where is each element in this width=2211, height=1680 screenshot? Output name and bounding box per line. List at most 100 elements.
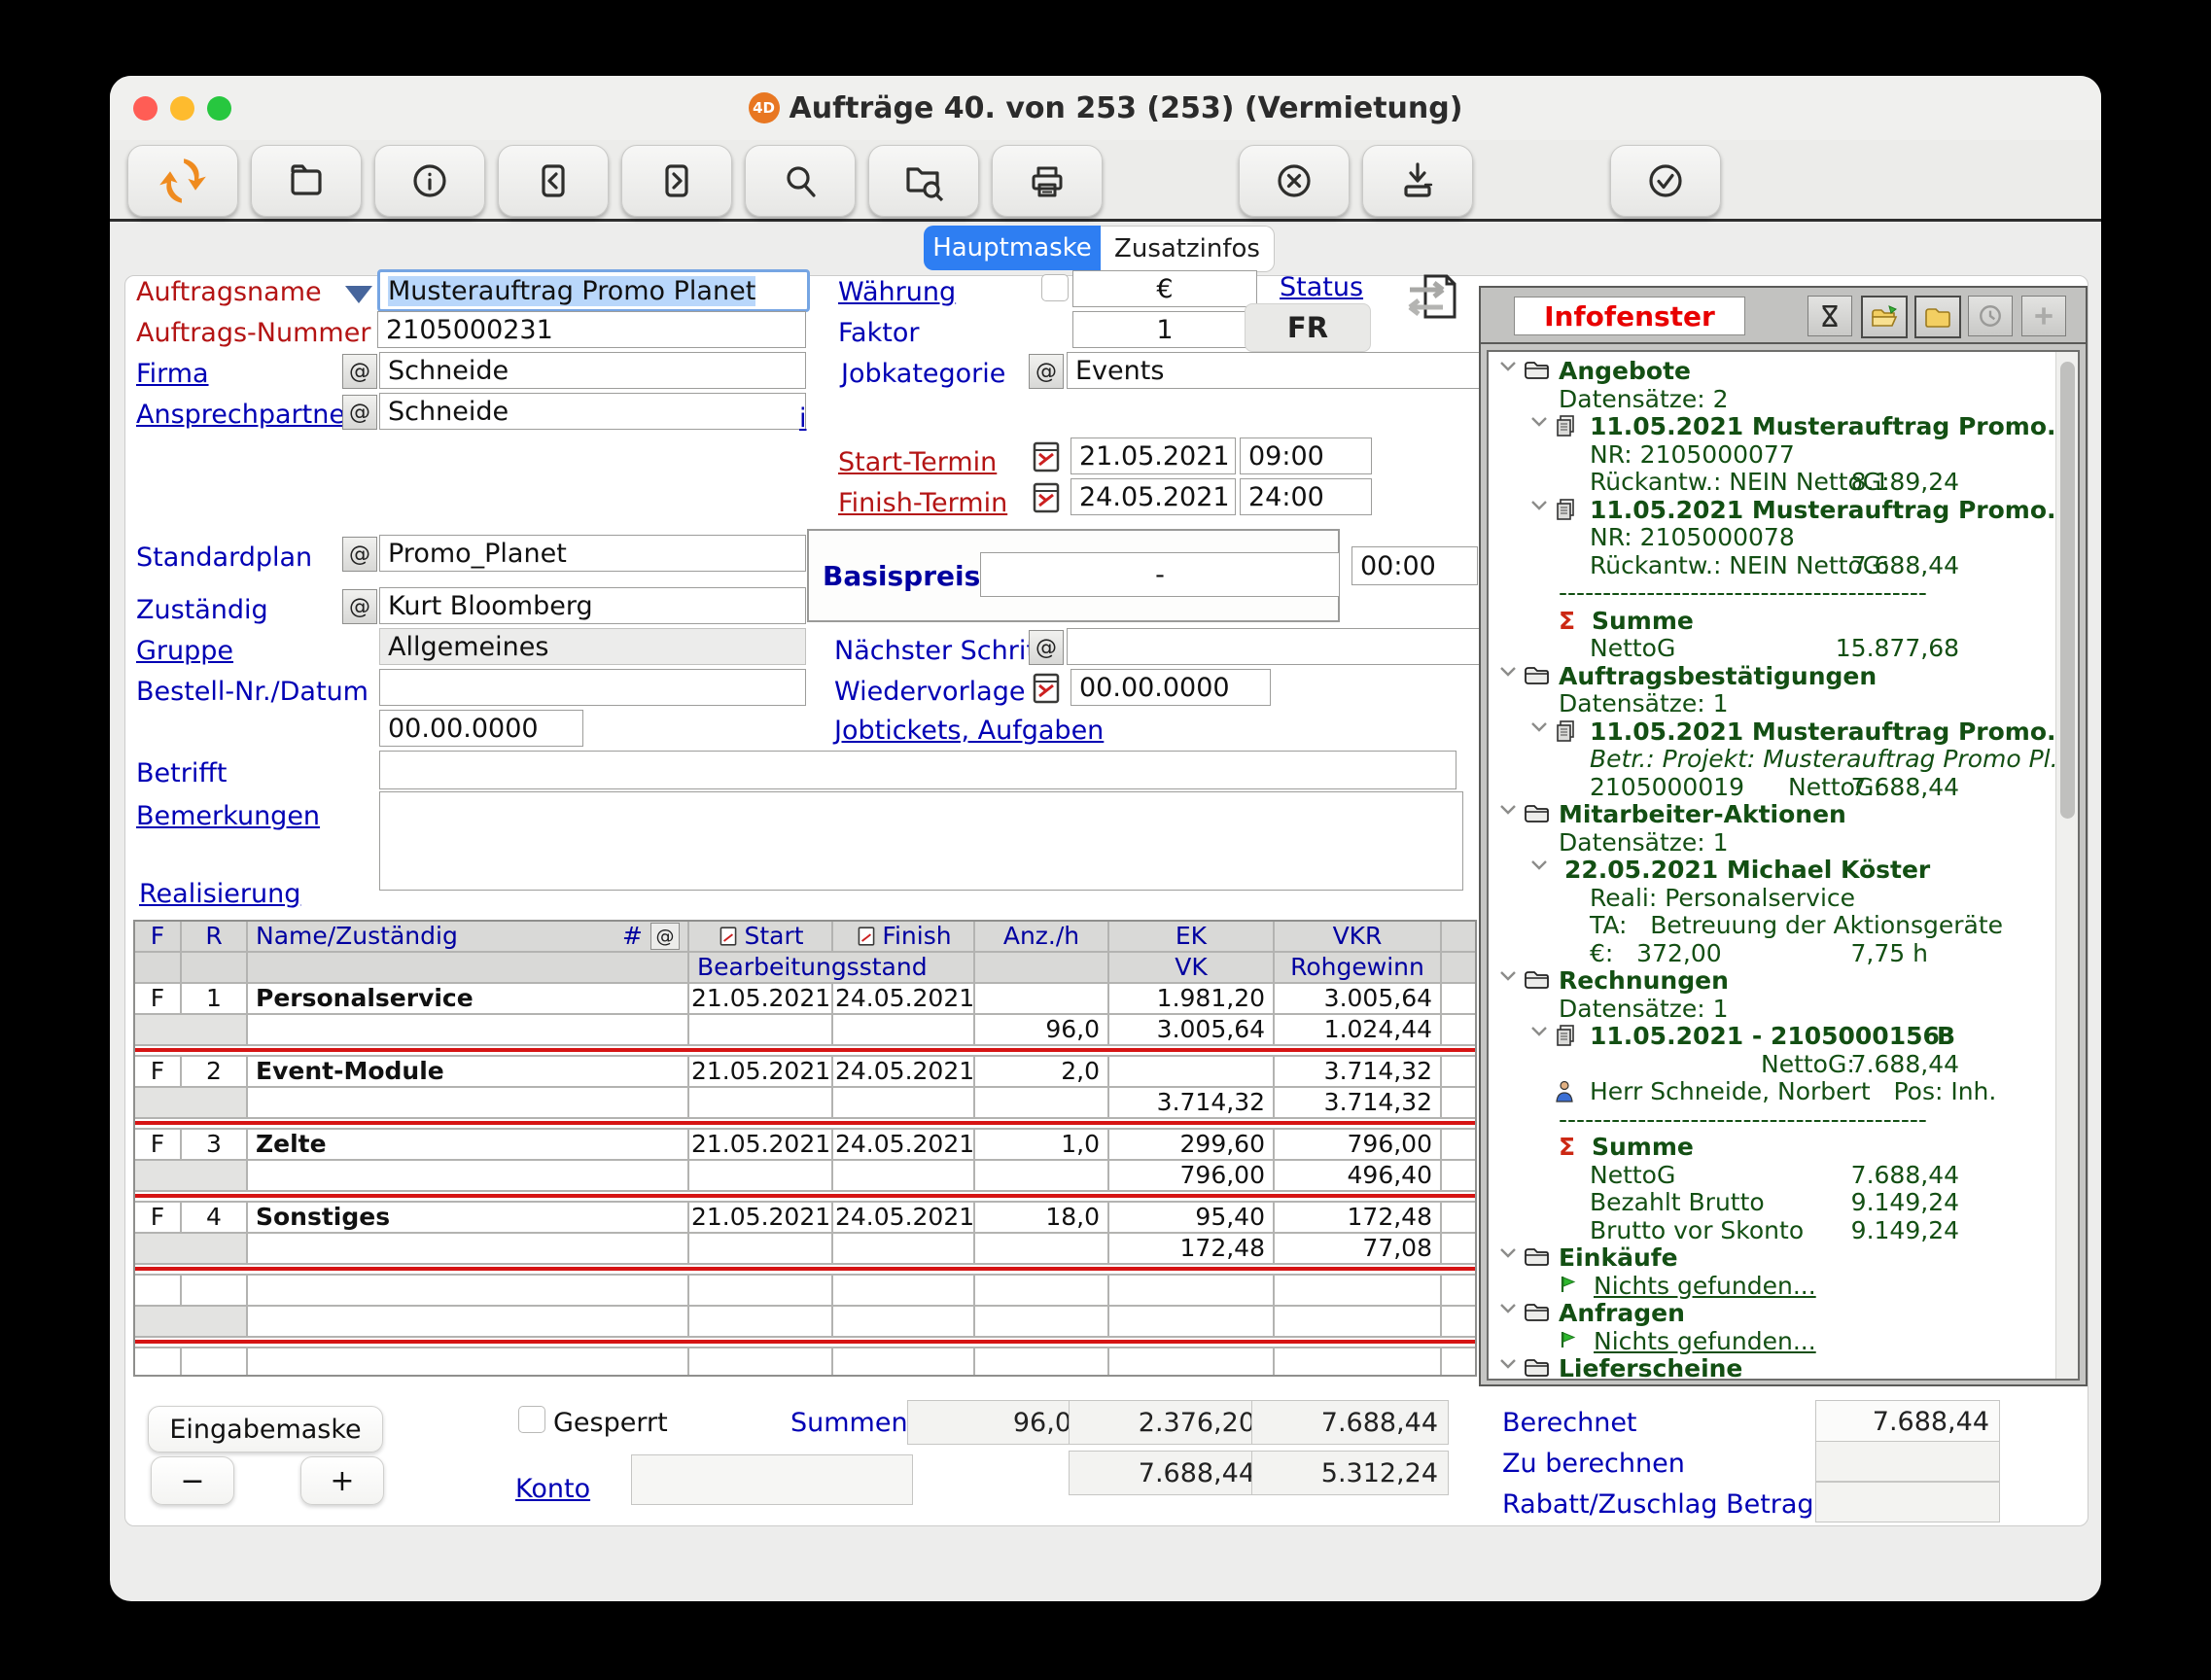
basispreis-input[interactable]: - (980, 552, 1340, 597)
tree-row-folder[interactable]: Einkäufe (1496, 1243, 2053, 1273)
bemerkungen-label[interactable]: Bemerkungen (136, 801, 321, 831)
cell-ek[interactable]: 1.981,20 (1109, 984, 1273, 1013)
chevron-down-icon[interactable] (1498, 1303, 1518, 1314)
cell-vk[interactable]: 3.005,64 (1109, 1015, 1273, 1044)
new-record-button[interactable] (251, 145, 362, 217)
cell-rohgewinn[interactable]: 496,40 (1275, 1161, 1440, 1190)
cell-row-number[interactable]: 4 (182, 1203, 246, 1232)
search-button[interactable] (745, 145, 856, 217)
cell-row2-name[interactable] (248, 1161, 687, 1190)
dropdown-triangle-icon[interactable] (345, 286, 372, 303)
cell-vkr[interactable]: 796,00 (1275, 1130, 1440, 1159)
start-termin-time-input[interactable]: 09:00 (1240, 438, 1372, 474)
bestell-datum-input[interactable]: 00.00.0000 (379, 710, 583, 747)
tree-row-folder[interactable]: Lieferscheine (1496, 1354, 2053, 1379)
cell-row2-name[interactable] (248, 1015, 687, 1044)
cell-row2-finish[interactable] (833, 1088, 973, 1117)
start-termin-calendar-icon[interactable] (1028, 439, 1065, 474)
chevron-down-icon[interactable] (1498, 666, 1518, 678)
cell-rohgewinn[interactable]: 3.714,32 (1275, 1088, 1440, 1117)
tree-row-folder[interactable]: Rechnungen (1496, 966, 2053, 996)
bestell-nr-input[interactable] (379, 669, 806, 706)
zustaendig-input[interactable]: Kurt Bloomberg (379, 587, 806, 624)
tree-row-folder[interactable]: Auftragsbestätigungen (1496, 662, 2053, 691)
status-label[interactable]: Status (1280, 272, 1364, 302)
wiedervorlage-calendar-icon[interactable] (1028, 671, 1065, 706)
cell-flag[interactable]: F (135, 1057, 180, 1086)
cell-ek[interactable]: 299,60 (1109, 1130, 1273, 1159)
cell-anzh[interactable]: 1,0 (975, 1130, 1107, 1159)
gesperrt-checkbox[interactable] (518, 1406, 545, 1433)
cell-ek[interactable]: 95,40 (1109, 1203, 1273, 1232)
cell-ek[interactable] (1109, 1057, 1273, 1086)
waehrung-input[interactable]: € (1072, 270, 1257, 307)
chevron-down-icon[interactable] (1529, 416, 1549, 428)
finish-termin-time-input[interactable]: 24:00 (1240, 478, 1372, 515)
tree-row-flag[interactable]: Nichts gefunden... (1496, 1272, 2053, 1301)
firma-label[interactable]: Firma (136, 359, 209, 389)
gruppe-label[interactable]: Gruppe (136, 636, 234, 666)
next-record-button[interactable] (621, 145, 732, 217)
status-fr-button[interactable]: FR (1245, 303, 1371, 352)
finish-termin-label[interactable]: Finish-Termin (838, 488, 1008, 518)
cell-flag[interactable]: F (135, 1203, 180, 1232)
cell-rohgewinn[interactable]: 1.024,44 (1275, 1015, 1440, 1044)
zoom-window-button[interactable] (207, 96, 231, 121)
cell-row2-anzh[interactable]: 96,0 (975, 1015, 1107, 1044)
tree-row-doc[interactable]: 11.05.2021 - 2105000156 B (1496, 1022, 2053, 1051)
cell-row2-start[interactable] (689, 1161, 831, 1190)
start-termin-label[interactable]: Start-Termin (838, 447, 998, 477)
faktor-input[interactable]: 1 (1072, 311, 1257, 348)
cell-start-date[interactable]: 21.05.2021 (689, 984, 831, 1013)
cell-name[interactable]: Sonstiges (248, 1203, 687, 1232)
basispreis-time-input[interactable]: 00:00 (1351, 546, 1478, 585)
cell-finish-date[interactable]: 24.05.2021 (833, 1057, 973, 1086)
ansprechpartner-info-link[interactable]: i (799, 403, 807, 434)
konto-field[interactable] (631, 1454, 913, 1505)
cell-row2-start[interactable] (689, 1015, 831, 1044)
history-icon[interactable] (1968, 296, 2013, 336)
tab-zusatzinfos[interactable]: Zusatzinfos (1101, 226, 1275, 272)
cell-flag[interactable]: F (135, 984, 180, 1013)
standardplan-input[interactable]: Promo_Planet (379, 535, 806, 572)
tree-row-flag[interactable]: Nichts gefunden... (1496, 1327, 2053, 1356)
cell-finish-date[interactable]: 24.05.2021 (833, 1203, 973, 1232)
start-termin-date-input[interactable]: 21.05.2021 (1070, 438, 1236, 474)
chevron-down-icon[interactable] (1529, 721, 1549, 733)
waehrung-checkbox[interactable] (1041, 274, 1069, 301)
firma-input[interactable]: Schneide (379, 352, 806, 389)
naechster-schritt-input[interactable] (1067, 628, 1481, 665)
cell-start-date[interactable]: 21.05.2021 (689, 1203, 831, 1232)
cell-vkr[interactable]: 172,48 (1275, 1203, 1440, 1232)
ansprechpartner-lookup-button[interactable]: @ (342, 395, 377, 430)
chevron-down-icon[interactable] (1498, 804, 1518, 816)
chevron-down-icon[interactable] (1529, 859, 1549, 871)
cell-name[interactable]: Event-Module (248, 1057, 687, 1086)
cell-vk[interactable]: 3.714,32 (1109, 1088, 1273, 1117)
folder-open-icon[interactable] (1861, 296, 1908, 338)
finish-termin-date-input[interactable]: 24.05.2021 (1070, 478, 1236, 515)
cell-flag[interactable]: F (135, 1130, 180, 1159)
cell-start-date[interactable]: 21.05.2021 (689, 1057, 831, 1086)
cell-name[interactable]: Zelte (248, 1130, 687, 1159)
realisierung-link[interactable]: Realisierung (139, 879, 301, 909)
cell-start-date[interactable]: 21.05.2021 (689, 1130, 831, 1159)
cell-vk[interactable]: 796,00 (1109, 1161, 1273, 1190)
at-lookup-icon[interactable]: @ (650, 923, 680, 950)
cell-rohgewinn[interactable]: 77,08 (1275, 1234, 1440, 1263)
cell-finish-date[interactable]: 24.05.2021 (833, 1130, 973, 1159)
chevron-down-icon[interactable] (1498, 361, 1518, 372)
cell-vk[interactable]: 172,48 (1109, 1234, 1273, 1263)
cell-anzh[interactable]: 2,0 (975, 1057, 1107, 1086)
waehrung-label[interactable]: Währung (838, 277, 957, 307)
search-folder-button[interactable] (868, 145, 979, 217)
cell-row2-start[interactable] (689, 1088, 831, 1117)
remove-row-button[interactable]: − (151, 1456, 234, 1505)
add-row-button[interactable]: + (300, 1456, 384, 1505)
print-button[interactable] (992, 145, 1103, 217)
finish-termin-calendar-icon[interactable] (1028, 480, 1065, 515)
jobkategorie-lookup-button[interactable]: @ (1029, 354, 1064, 389)
cell-name[interactable]: Personalservice (248, 984, 687, 1013)
tree-row-folder[interactable]: Anfragen (1496, 1299, 2053, 1328)
ansprechpartner-input[interactable]: Schneide (379, 393, 806, 430)
